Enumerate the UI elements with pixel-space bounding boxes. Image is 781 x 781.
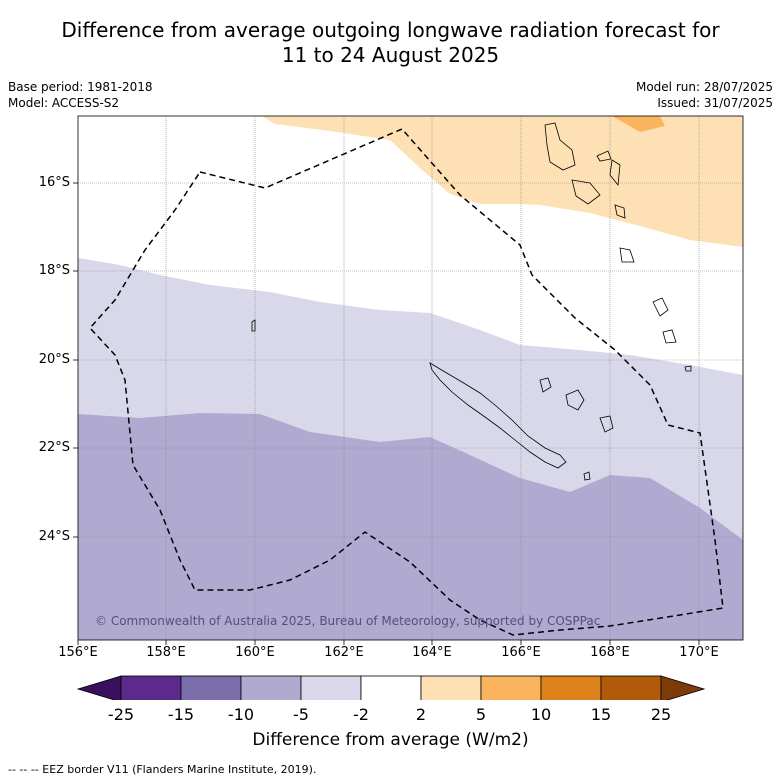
colorbar-bin-minus15 [180, 675, 242, 700]
island-east-2 [662, 329, 677, 344]
eez-footnote: -- -- -- EEZ border V11 (Flanders Marine… [8, 763, 317, 776]
colorbar-bin-minus25 [120, 675, 182, 700]
vanuatu-island-1 [544, 122, 576, 171]
colorbar-bin-plus15 [600, 675, 662, 700]
lon-label-166e: 166°E [501, 645, 541, 660]
colorbar-tick-minus10: -10 [227, 705, 255, 724]
lat-label-20s: 20°S [38, 352, 70, 367]
vanuatu-island-3 [571, 179, 601, 205]
map-frame [77, 115, 744, 641]
colorbar-tick-plus25: 25 [650, 705, 672, 724]
map-title: Difference from average outgoing longwav… [0, 18, 781, 68]
vanuatu-island-5 [614, 204, 626, 219]
vanuatu-island-2 [596, 150, 612, 162]
new-caledonia-island [429, 362, 567, 469]
colorbar-tick-minus5: -5 [293, 705, 309, 724]
colorbar-tick-plus15: 15 [590, 705, 612, 724]
anomaly-band-plus2 [262, 116, 743, 247]
colorbar-tick-minus2: -2 [353, 705, 369, 724]
colorbar-tick-plus5: 5 [475, 705, 487, 724]
colorbar [76, 675, 706, 700]
anomaly-band-plus5 [612, 116, 665, 132]
colorbar-title: Difference from average (W/m2) [252, 730, 529, 750]
colorbar-bin-minus10 [240, 675, 302, 700]
chesterfield-island [251, 319, 256, 332]
meta-right: Model run: 28/07/2025 Issued: 31/07/2025 [636, 79, 773, 111]
loyalty-island-1 [539, 377, 552, 393]
anomaly-band-minus10 [78, 413, 743, 640]
lon-label-164e: 164°E [412, 645, 452, 660]
meta-left: Base period: 1981-2018 Model: ACCESS-S2 [8, 79, 153, 111]
colorbar-bin-minus5 [300, 675, 362, 700]
vanuatu-island-6 [619, 247, 635, 263]
vanuatu-island-4 [609, 159, 621, 187]
lat-label-24s: 24°S [38, 529, 70, 544]
map-canvas [73, 115, 744, 700]
copyright-notice: © Commonwealth of Australia 2025, Bureau… [95, 614, 601, 628]
axis-ticks [73, 182, 700, 645]
model-name: Model: ACCESS-S2 [8, 96, 120, 110]
base-period: Base period: 1981-2018 [8, 80, 153, 94]
lon-label-168e: 168°E [590, 645, 630, 660]
lat-label-22s: 22°S [38, 440, 70, 455]
loyalty-island-3 [599, 415, 614, 433]
colorbar-tick-minus15: -15 [167, 705, 195, 724]
colorbar-tick-plus2: 2 [415, 705, 427, 724]
loyalty-island-2 [565, 389, 585, 411]
colorbar-bin-minus2 [360, 675, 422, 700]
colorbar-bin-plus5 [480, 675, 542, 700]
lon-label-162e: 162°E [324, 645, 364, 660]
colorbar-tick-minus25: -25 [107, 705, 135, 724]
map-title-line2: 11 to 24 August 2025 [281, 43, 500, 67]
colorbar-min-arrow [76, 675, 122, 700]
lon-label-160e: 160°E [235, 645, 275, 660]
colorbar-tick-plus10: 10 [530, 705, 552, 724]
colorbar-max-arrow [660, 675, 706, 700]
colorbar-bin-plus10 [540, 675, 602, 700]
eez-border [88, 128, 724, 636]
issued-date: Issued: 31/07/2025 [657, 96, 773, 110]
coastlines [251, 122, 692, 481]
lon-label-158e: 158°E [146, 645, 186, 660]
island-east-1 [652, 297, 669, 317]
island-east-3 [684, 365, 692, 372]
lat-label-16s: 16°S [38, 175, 70, 190]
map-title-line1: Difference from average outgoing longwav… [61, 18, 720, 42]
graticule [78, 116, 743, 640]
map-fields [78, 116, 743, 640]
colorbar-bin-plus2 [420, 675, 482, 700]
lon-label-170e: 170°E [679, 645, 719, 660]
model-run: Model run: 28/07/2025 [635, 80, 773, 94]
small-island-1 [583, 471, 591, 481]
lon-label-156e: 156°E [58, 645, 98, 660]
lat-label-18s: 18°S [38, 263, 70, 278]
